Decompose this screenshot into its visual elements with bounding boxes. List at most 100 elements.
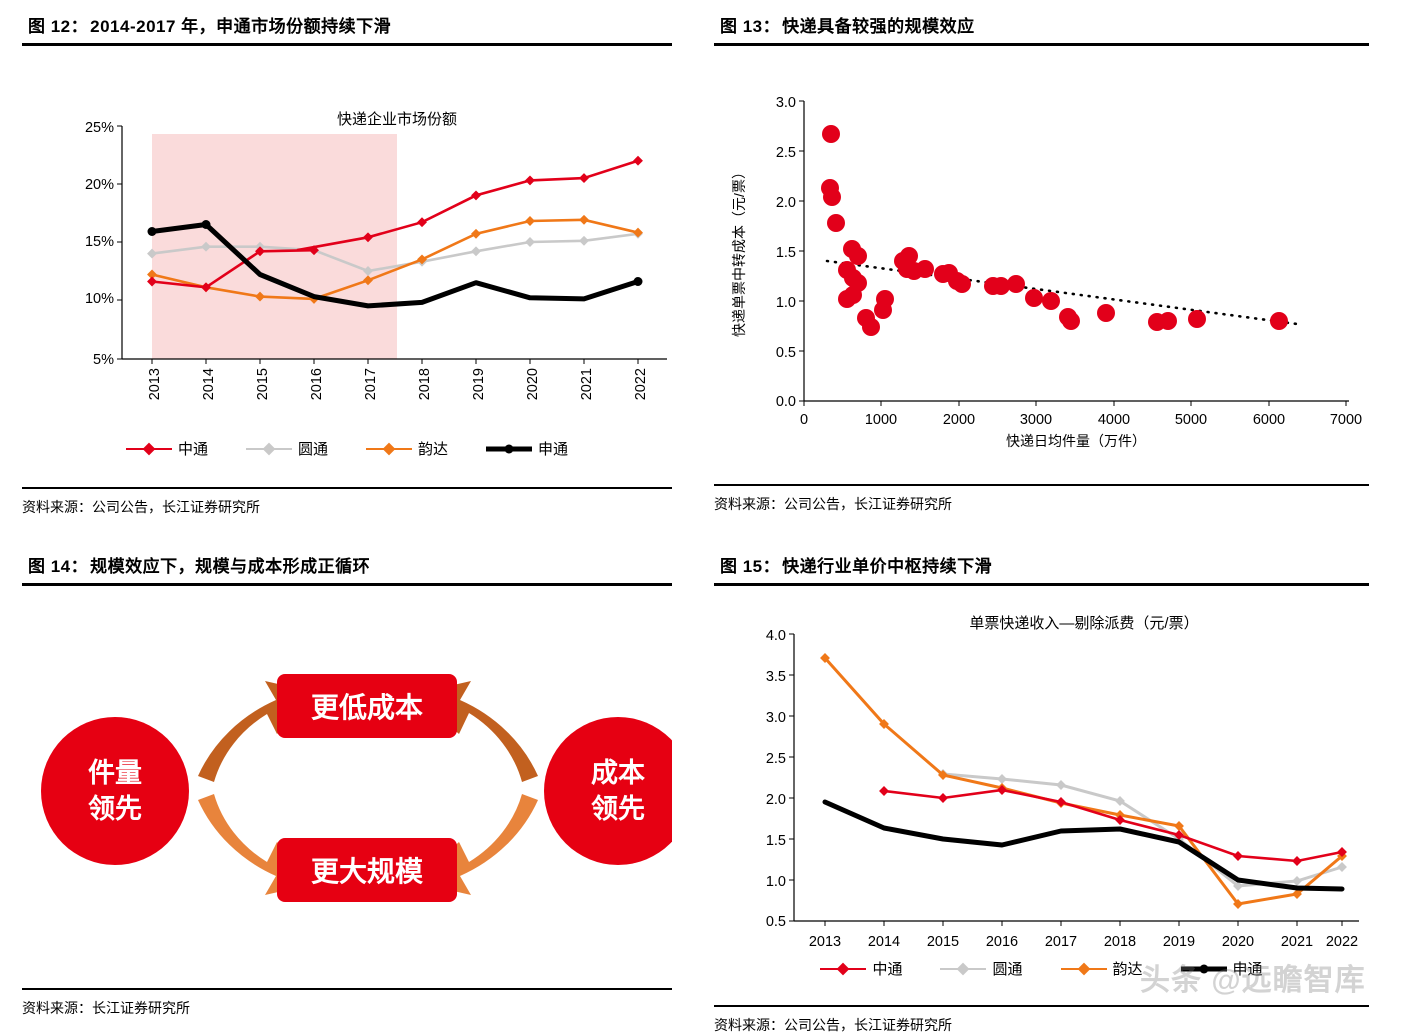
figure-15-caption: 快递行业单价中枢持续下滑: [782, 557, 993, 576]
legend15-item-shentong: 申通: [1180, 958, 1263, 979]
chart-12-legend: 中通 圆通 韵达 申通: [22, 438, 672, 459]
svg-text:2.0: 2.0: [776, 195, 796, 211]
svg-text:1.0: 1.0: [766, 874, 786, 890]
series-zhongtong-markers: [147, 155, 643, 293]
svg-text:3000: 3000: [1020, 412, 1052, 428]
node-left-line1: 件量: [88, 758, 142, 788]
legend-item-shentong: 申通: [486, 438, 568, 459]
svg-text:0.5: 0.5: [776, 345, 796, 361]
svg-text:15%: 15%: [85, 234, 114, 250]
chart-12: 25% 20% 15% 10% 5%: [22, 46, 672, 459]
figure-13-title: 图 13： 快递具备较强的规模效应: [714, 8, 1369, 46]
chart-15-svg: 4.0 3.5 3.0 2.5 2.0 1.5 1.0 0.5: [766, 615, 1359, 950]
node-bottom-box: [277, 838, 457, 902]
legend15-item-yuantong: 圆通: [940, 958, 1023, 979]
legend15-label-yuantong: 圆通: [992, 961, 1023, 978]
series-shentong-line: [149, 222, 641, 309]
figure-15-title: 图 15： 快递行业单价中枢持续下滑: [714, 548, 1369, 586]
svg-text:4000: 4000: [1098, 412, 1130, 428]
svg-text:2015: 2015: [927, 934, 959, 950]
svg-text:3.0: 3.0: [766, 710, 786, 726]
figure-15-number: 图 15：: [720, 557, 781, 576]
svg-text:20%: 20%: [85, 177, 114, 193]
svg-text:0: 0: [800, 412, 808, 428]
node-bottom-label: 更大规模: [311, 856, 424, 887]
svg-text:3.0: 3.0: [776, 95, 796, 111]
svg-text:2017: 2017: [1045, 934, 1077, 950]
svg-text:2.5: 2.5: [766, 751, 786, 767]
series15-zhongtong-markers: [879, 785, 1347, 866]
svg-text:2022: 2022: [633, 368, 649, 400]
svg-text:2000: 2000: [943, 412, 975, 428]
figure-12-number: 图 12：: [28, 17, 89, 36]
legend-label-yunda: 韵达: [418, 441, 449, 458]
svg-text:2017: 2017: [363, 368, 379, 400]
chart-13-ylabel: 快递单票中转成本（元/票）: [731, 165, 747, 337]
svg-text:7000: 7000: [1330, 412, 1362, 428]
chart-12-svg: 25% 20% 15% 10% 5%: [85, 110, 667, 400]
chart-12-inner-title: 快递企业市场份额: [337, 110, 457, 128]
svg-text:2021: 2021: [1281, 934, 1313, 950]
series15-yunda-line: [823, 657, 1343, 906]
svg-text:2020: 2020: [1222, 934, 1254, 950]
svg-text:2015: 2015: [255, 368, 271, 400]
svg-text:1.5: 1.5: [776, 245, 796, 261]
figure-13-caption: 快递具备较强的规模效应: [782, 17, 975, 36]
legend-item-yunda: 韵达: [366, 438, 448, 459]
svg-text:2019: 2019: [471, 368, 487, 400]
watermark-text: 头条 @远瞻智库: [1140, 964, 1366, 997]
chart-13-svg: 3.0 2.5 2.0 1.5 1.0 0.5 0.0: [731, 95, 1362, 449]
svg-text:2018: 2018: [417, 368, 433, 400]
figure-12-source: 资料来源：公司公告，长江证券研究所: [22, 487, 672, 517]
svg-text:2016: 2016: [309, 368, 325, 400]
legend15-label-shentong: 申通: [1232, 961, 1263, 978]
svg-text:4.0: 4.0: [766, 628, 786, 644]
svg-text:0.0: 0.0: [776, 394, 796, 410]
series15-yunda-markers: [820, 653, 1347, 909]
svg-text:1000: 1000: [865, 412, 897, 428]
chart-15-inner-title: 单票快递收入—剔除派费（元/票）: [969, 615, 1198, 632]
figure-13-number: 图 13：: [720, 17, 781, 36]
svg-text:2016: 2016: [986, 934, 1018, 950]
node-right-circle: [544, 717, 672, 865]
svg-text:3.5: 3.5: [766, 669, 786, 685]
legend-label-yuantong: 圆通: [297, 441, 328, 458]
legend-label-shentong: 申通: [538, 441, 569, 458]
node-top-box: [277, 674, 457, 738]
chart-15-legend: 中通 圆通 韵达 申通: [714, 958, 1369, 979]
figure-12-title: 图 12： 2014-2017 年，申通市场份额持续下滑: [22, 8, 672, 46]
svg-text:2022: 2022: [1326, 934, 1358, 950]
svg-text:6000: 6000: [1253, 412, 1285, 428]
diagram-14: 件量 领先 成本 领先 更低成本 更大规模: [22, 586, 672, 966]
figure-13-panel: 图 13： 快递具备较强的规模效应 3.0 2.5 2.0 1.5 1.0 0.5…: [714, 8, 1369, 514]
svg-text:2.5: 2.5: [776, 145, 796, 161]
scatter-points: [821, 125, 1288, 336]
figure-14-title: 图 14： 规模效应下，规模与成本形成正循环: [22, 548, 672, 586]
svg-text:2.0: 2.0: [766, 792, 786, 808]
legend-label-zhongtong: 中通: [177, 441, 208, 458]
svg-text:5000: 5000: [1175, 412, 1207, 428]
node-left-circle: [41, 717, 189, 865]
figure-14-caption: 规模效应下，规模与成本形成正循环: [90, 557, 371, 576]
figure-13-source: 资料来源：公司公告，长江证券研究所: [714, 484, 1369, 514]
legend15-item-yunda: 韵达: [1060, 958, 1143, 979]
chart-13: 3.0 2.5 2.0 1.5 1.0 0.5 0.0: [714, 46, 1369, 451]
svg-text:10%: 10%: [85, 291, 114, 307]
svg-text:2014: 2014: [201, 368, 217, 400]
node-top-label: 更低成本: [311, 692, 423, 723]
legend15-item-zhongtong: 中通: [820, 958, 902, 979]
svg-text:1.5: 1.5: [766, 833, 786, 849]
legend-item-zhongtong: 中通: [125, 438, 208, 459]
svg-text:2014: 2014: [868, 934, 900, 950]
legend-item-yuantong: 圆通: [245, 438, 328, 459]
svg-text:0.5: 0.5: [766, 914, 786, 930]
svg-text:2020: 2020: [525, 368, 541, 400]
svg-text:5%: 5%: [93, 352, 114, 368]
legend15-label-zhongtong: 中通: [872, 961, 903, 978]
chart-13-xlabel: 快递日均件量（万件）: [1006, 433, 1146, 449]
figure-12-caption: 2014-2017 年，申通市场份额持续下滑: [90, 17, 392, 36]
series-shentong-markers: [147, 220, 643, 286]
figure-14-source: 资料来源：长江证券研究所: [22, 988, 672, 1018]
figure-14-number: 图 14：: [28, 557, 89, 576]
chart-15: 4.0 3.5 3.0 2.5 2.0 1.5 1.0 0.5: [714, 586, 1369, 979]
